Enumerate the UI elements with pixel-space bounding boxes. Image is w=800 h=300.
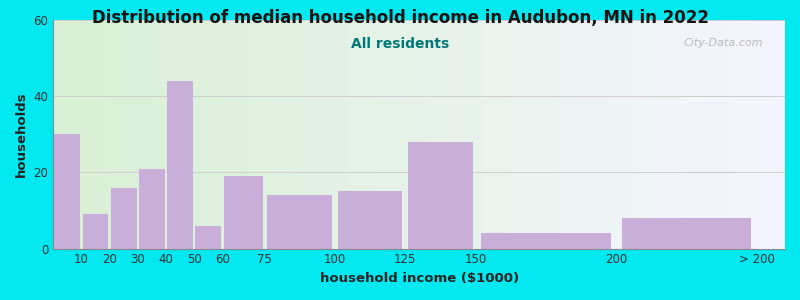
Bar bbox=[54, 134, 80, 249]
Y-axis label: households: households bbox=[15, 92, 28, 177]
Bar bbox=[622, 218, 751, 249]
Bar bbox=[139, 169, 165, 249]
Bar bbox=[167, 81, 193, 249]
Bar bbox=[267, 195, 332, 249]
Bar bbox=[82, 214, 109, 249]
Bar bbox=[224, 176, 262, 249]
X-axis label: household income ($1000): household income ($1000) bbox=[319, 272, 518, 285]
Text: Distribution of median household income in Audubon, MN in 2022: Distribution of median household income … bbox=[91, 9, 709, 27]
Bar bbox=[110, 188, 137, 249]
Bar bbox=[408, 142, 473, 249]
Bar bbox=[481, 233, 610, 249]
Bar bbox=[195, 226, 221, 249]
Text: All residents: All residents bbox=[351, 38, 449, 52]
Text: City-Data.com: City-Data.com bbox=[683, 38, 763, 48]
Bar bbox=[338, 191, 402, 249]
